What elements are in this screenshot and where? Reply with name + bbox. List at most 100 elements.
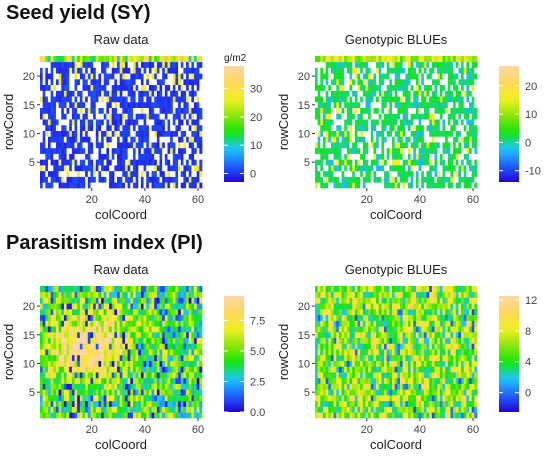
heatmap-cell (384, 412, 387, 418)
heatmap-cell (125, 372, 128, 378)
heatmap-cell (191, 142, 194, 148)
heatmap-cell (43, 332, 46, 338)
heatmap-cell (56, 286, 59, 292)
heatmap-cell (429, 154, 432, 160)
heatmap-cell (181, 372, 184, 378)
heatmap-cell (98, 136, 101, 142)
heatmap-cell (191, 389, 194, 395)
heatmap-cell (360, 85, 363, 91)
heatmap-cell (458, 171, 461, 177)
heatmap-cell (136, 159, 139, 165)
heatmap-cell (85, 355, 88, 361)
heatmap-cell (144, 297, 147, 303)
heatmap-cell (334, 148, 337, 154)
heatmap-cell (197, 332, 200, 338)
heatmap-cell (365, 154, 368, 160)
heatmap-cell (408, 125, 411, 131)
heatmap-cell (194, 389, 197, 395)
heatmap-cell (368, 171, 371, 177)
heatmap-cell (173, 286, 176, 292)
heatmap-cell (165, 108, 168, 114)
heatmap-cell (328, 73, 331, 79)
heatmap-cell (334, 154, 337, 160)
heatmap-cell (403, 171, 406, 177)
heatmap-cell (392, 148, 395, 154)
heatmap-cell (67, 395, 70, 401)
heatmap-cell (96, 303, 99, 309)
heatmap-cell (154, 148, 157, 154)
heatmap-cell (183, 326, 186, 332)
heatmap-cell (183, 142, 186, 148)
heatmap-cell (183, 366, 186, 372)
heatmap-cell (138, 343, 141, 349)
heatmap-cell (320, 108, 323, 114)
heatmap-cell (336, 96, 339, 102)
heatmap-cell (472, 79, 475, 85)
heatmap-cell (98, 154, 101, 160)
heatmap-cell (350, 182, 353, 188)
heatmap-cell (458, 159, 461, 165)
heatmap-cell (167, 108, 170, 114)
heatmap-cell (376, 165, 379, 171)
heatmap-cell (69, 366, 72, 372)
heatmap-cell (53, 67, 56, 73)
heatmap-cell (61, 372, 64, 378)
heatmap-cell (114, 79, 117, 85)
heatmap-cell (149, 131, 152, 137)
heatmap-cell (56, 79, 59, 85)
heatmap-cell (130, 407, 133, 413)
heatmap-cell (149, 378, 152, 384)
heatmap-cell (464, 384, 467, 390)
heatmap-cell (72, 125, 75, 131)
heatmap-cell (440, 73, 443, 79)
heatmap-cell (197, 303, 200, 309)
heatmap-cell (323, 159, 326, 165)
heatmap-cell (453, 96, 456, 102)
heatmap-cell (112, 315, 115, 321)
heatmap-cell (85, 67, 88, 73)
heatmap-cell (450, 378, 453, 384)
heatmap-cell (48, 113, 51, 119)
heatmap-cell (183, 297, 186, 303)
heatmap-cell (64, 361, 67, 367)
heatmap-cell (167, 338, 170, 344)
heatmap-cell (336, 412, 339, 418)
heatmap-cell (440, 113, 443, 119)
heatmap-cell (152, 366, 155, 372)
heatmap-cell (448, 401, 451, 407)
heatmap-cell (144, 85, 147, 91)
heatmap-cell (355, 136, 358, 142)
heatmap-cell (101, 62, 104, 68)
heatmap-cell (173, 349, 176, 355)
heatmap-cell (56, 389, 59, 395)
heatmap-cell (48, 349, 51, 355)
heatmap-cell (170, 159, 173, 165)
heatmap-cell (413, 62, 416, 68)
heatmap-cell (389, 96, 392, 102)
heatmap-cell (365, 96, 368, 102)
heatmap-cell (109, 119, 112, 125)
heatmap-cell (133, 102, 136, 108)
heatmap-cell (90, 119, 93, 125)
heatmap-cell (175, 303, 178, 309)
heatmap-cell (381, 361, 384, 367)
heatmap-cell (432, 108, 435, 114)
heatmap-cell (51, 171, 54, 177)
heatmap-cell (154, 315, 157, 321)
heatmap-cell (387, 67, 390, 73)
heatmap-cell (146, 108, 149, 114)
y-tick-label: 10 (298, 128, 310, 140)
heatmap-cell (96, 85, 99, 91)
heatmap-cell (183, 292, 186, 298)
heatmap-cell (315, 407, 318, 413)
heatmap-cell (90, 56, 93, 62)
heatmap-cell (413, 378, 416, 384)
heatmap-cell (149, 125, 152, 131)
heatmap-cell (334, 73, 337, 79)
heatmap-cell (376, 67, 379, 73)
heatmap-cell (432, 142, 435, 148)
heatmap-cell (51, 148, 54, 154)
heatmap-cell (464, 56, 467, 62)
heatmap-cell (133, 171, 136, 177)
